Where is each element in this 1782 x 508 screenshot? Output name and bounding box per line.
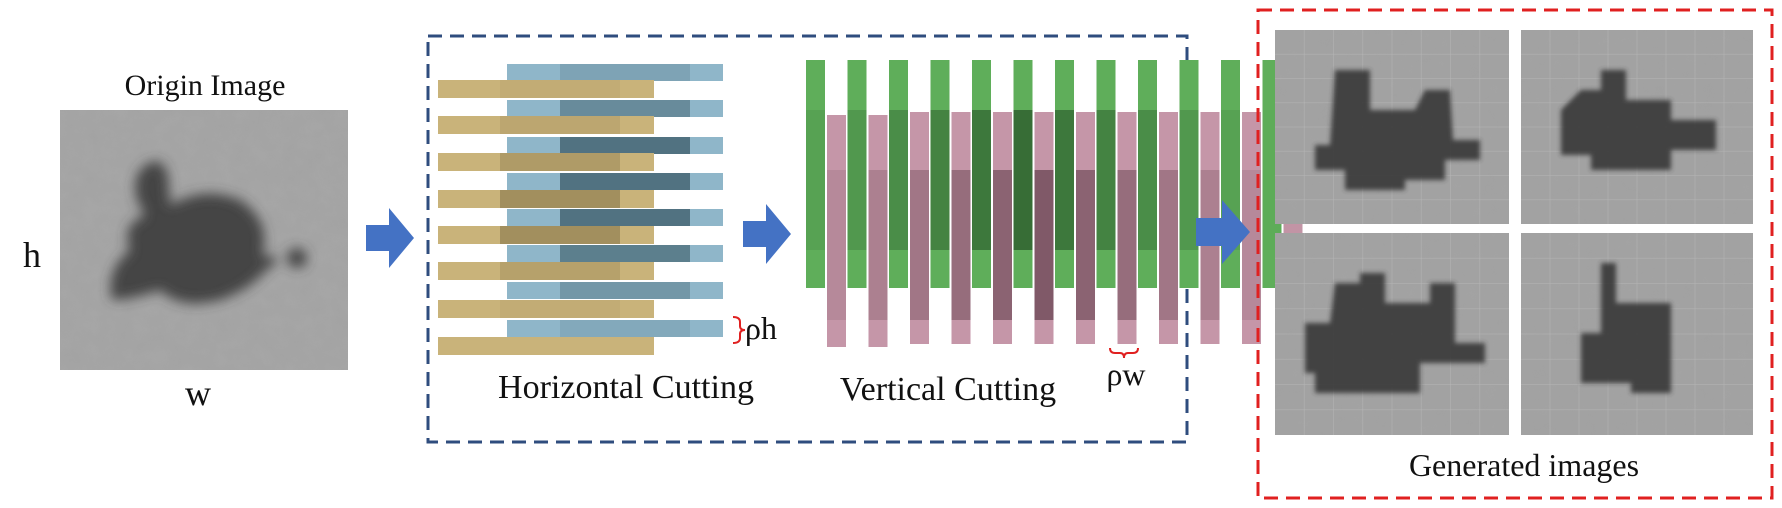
generated-image (1275, 30, 1509, 224)
horizontal-strip (507, 100, 723, 117)
vertical-strip-shadow (847, 110, 867, 250)
vertical-strip (889, 60, 908, 288)
cutting-dashed-box (426, 34, 1189, 444)
vertical-strip-shadow (1034, 170, 1054, 320)
vertical-strip (1159, 112, 1178, 344)
vertical-strip (930, 60, 950, 288)
horizontal-strip-shadow (560, 173, 690, 190)
origin-image (60, 110, 348, 370)
vertical-strip (827, 115, 846, 347)
vertical-strip-shadow (806, 110, 825, 250)
vertical-strip (910, 112, 929, 344)
horizontal-strip-shadow (500, 300, 620, 318)
generated-image (1275, 233, 1509, 435)
horizontal-strip-shadow (560, 282, 690, 299)
vertical-strip (1076, 112, 1095, 344)
horizontal-strip (507, 64, 723, 81)
vertical-strip-shadow (868, 170, 888, 320)
vertical-strip (1096, 60, 1116, 288)
vertical-strip-shadow (1179, 110, 1199, 250)
horizontal-strip (438, 190, 654, 208)
generated-image (1521, 233, 1753, 435)
horizontal-strip-shadow (560, 64, 690, 81)
horizontal-strip (438, 226, 654, 244)
vertical-strip (951, 112, 971, 344)
rho-h-label: ρh (745, 310, 777, 346)
rho-w-brace (1109, 347, 1139, 359)
vertical-strip-shadow (1076, 170, 1095, 320)
horizontal-strip (438, 153, 654, 171)
vertical-strip (1117, 112, 1137, 344)
horizontal-strip-shadow (560, 100, 690, 117)
arrow-right-icon (366, 208, 414, 268)
vertical-strip-shadow (889, 110, 908, 250)
width-symbol: w (185, 373, 211, 413)
vertical-strip-shadow (1242, 170, 1261, 320)
horizontal-strip-shadow (500, 226, 620, 244)
vertical-strip (868, 115, 888, 347)
horizontal-strip-shadow (560, 137, 690, 154)
vertical-strip-shadow (930, 110, 950, 250)
horizontal-strip (438, 262, 654, 280)
arrow-right-icon (1196, 200, 1250, 264)
origin-title: Origin Image (125, 69, 286, 102)
horizontal-strip-shadow (500, 153, 620, 171)
horizontal-strip (438, 337, 654, 355)
generated-image (1521, 30, 1753, 224)
horizontal-strip-shadow (500, 116, 620, 134)
generated-images-grid (1275, 30, 1753, 435)
horizontal-strip-shadow (560, 245, 690, 262)
vertical-cutting-label: Vertical Cutting (840, 371, 1056, 408)
vertical-strip-shadow (910, 170, 929, 320)
vertical-strip (1242, 112, 1261, 344)
generated-images-label: Generated images (1409, 447, 1639, 483)
horizontal-strip-shadow (500, 80, 620, 98)
horizontal-strip-shadow (560, 209, 690, 226)
horizontal-strip (507, 320, 723, 337)
vertical-strip (993, 112, 1012, 344)
horizontal-strip (438, 116, 654, 134)
vertical-strip-shadow (1138, 110, 1157, 250)
horizontal-cutting-label: Horizontal Cutting (498, 369, 754, 406)
vertical-strips (806, 60, 1303, 347)
height-symbol: h (23, 235, 41, 275)
horizontal-strip-shadow (560, 320, 690, 337)
horizontal-strips (438, 64, 723, 355)
horizontal-strip (507, 282, 723, 299)
origin-section: Origin Image h w (23, 69, 348, 413)
vertical-strip (1055, 60, 1074, 288)
horizontal-strip-shadow (500, 262, 620, 280)
vertical-strip-shadow (972, 110, 991, 250)
horizontal-strip-shadow (500, 190, 620, 208)
vertical-strip (847, 60, 867, 288)
rho-w-label: ρw (1106, 356, 1145, 392)
vertical-strip (1179, 60, 1199, 288)
vertical-strip-shadow (951, 170, 971, 320)
rho-h-brace (732, 316, 746, 344)
vertical-strip (1138, 60, 1157, 288)
vertical-strip-shadow (1159, 170, 1178, 320)
vertical-strip-shadow (1096, 110, 1116, 250)
generated-dashed-box (1256, 8, 1774, 500)
horizontal-strip (507, 245, 723, 262)
vertical-strip-shadow (993, 170, 1012, 320)
vertical-strip-shadow (827, 170, 846, 320)
arrow-right-icon (743, 204, 791, 264)
vertical-strip-shadow (1013, 110, 1033, 250)
vertical-strip (972, 60, 991, 288)
vertical-strip-shadow (1117, 170, 1137, 320)
horizontal-strip (438, 300, 654, 318)
vertical-strip-shadow (1055, 110, 1074, 250)
vertical-strip (806, 60, 825, 288)
horizontal-strip (438, 80, 654, 98)
